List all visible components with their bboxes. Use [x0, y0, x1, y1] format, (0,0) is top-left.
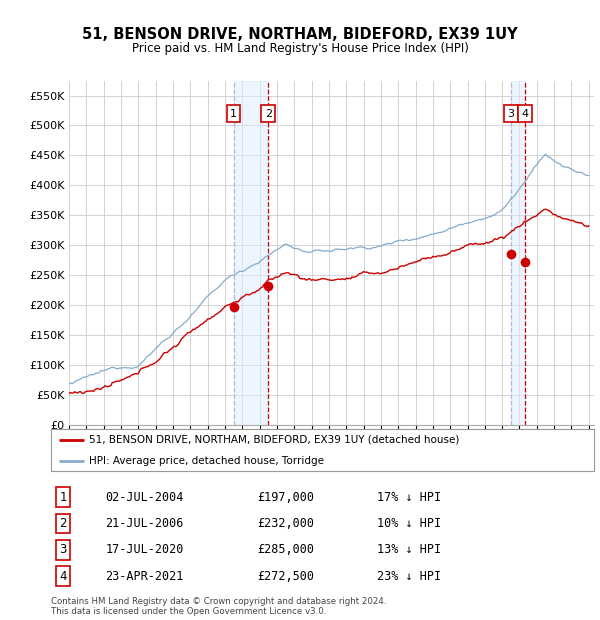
Text: HPI: Average price, detached house, Torridge: HPI: Average price, detached house, Torr… — [89, 456, 324, 466]
Text: 02-JUL-2004: 02-JUL-2004 — [106, 490, 184, 503]
Text: £232,000: £232,000 — [257, 517, 314, 530]
Text: 23% ↓ HPI: 23% ↓ HPI — [377, 570, 441, 583]
Text: 1: 1 — [59, 490, 67, 503]
Text: 17% ↓ HPI: 17% ↓ HPI — [377, 490, 441, 503]
Text: 1: 1 — [230, 108, 237, 118]
Text: 4: 4 — [59, 570, 67, 583]
Text: £197,000: £197,000 — [257, 490, 314, 503]
Text: 3: 3 — [59, 543, 67, 556]
Text: 21-JUL-2006: 21-JUL-2006 — [106, 517, 184, 530]
Text: 51, BENSON DRIVE, NORTHAM, BIDEFORD, EX39 1UY (detached house): 51, BENSON DRIVE, NORTHAM, BIDEFORD, EX3… — [89, 435, 460, 445]
Text: 13% ↓ HPI: 13% ↓ HPI — [377, 543, 441, 556]
Text: 4: 4 — [521, 108, 528, 118]
Text: £272,500: £272,500 — [257, 570, 314, 583]
Text: Price paid vs. HM Land Registry's House Price Index (HPI): Price paid vs. HM Land Registry's House … — [131, 42, 469, 55]
Text: 2: 2 — [59, 517, 67, 530]
Text: 51, BENSON DRIVE, NORTHAM, BIDEFORD, EX39 1UY: 51, BENSON DRIVE, NORTHAM, BIDEFORD, EX3… — [82, 27, 518, 42]
Text: £285,000: £285,000 — [257, 543, 314, 556]
Text: 23-APR-2021: 23-APR-2021 — [106, 570, 184, 583]
Text: Contains HM Land Registry data © Crown copyright and database right 2024.: Contains HM Land Registry data © Crown c… — [51, 597, 386, 606]
Text: 17-JUL-2020: 17-JUL-2020 — [106, 543, 184, 556]
Text: 10% ↓ HPI: 10% ↓ HPI — [377, 517, 441, 530]
Text: 2: 2 — [265, 108, 272, 118]
Bar — [233, 81, 268, 425]
Text: This data is licensed under the Open Government Licence v3.0.: This data is licensed under the Open Gov… — [51, 607, 326, 616]
Text: 3: 3 — [508, 108, 514, 118]
Bar — [511, 81, 524, 425]
